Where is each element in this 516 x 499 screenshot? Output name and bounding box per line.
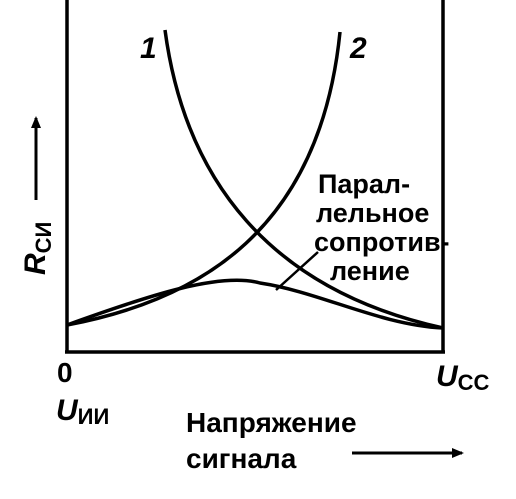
origin-label: 0 — [57, 357, 73, 388]
x-left-symbol: U — [56, 394, 79, 427]
x-left-label: UИИ — [56, 394, 109, 429]
annotation-line: ление — [330, 256, 410, 286]
annotation-line: лельное — [316, 198, 429, 228]
annotation-line: сопротив- — [314, 227, 450, 257]
x-right-symbol: U — [436, 360, 459, 393]
curve-label: 2 — [349, 32, 367, 65]
x-right-subscript: СС — [458, 370, 490, 395]
curve-2 — [66, 31, 342, 327]
x-axis-title: Напряжение — [186, 407, 357, 438]
annotation-line: Парал- — [318, 169, 410, 199]
x-right-label: UСС — [436, 360, 490, 395]
annotation: Парал- лельное сопротив- ление — [314, 169, 450, 286]
curve-label: 1 — [140, 32, 157, 65]
x-axis-title: сигнала — [186, 443, 297, 474]
leader-line — [275, 251, 319, 291]
x-left-subscript: ИИ — [78, 404, 110, 429]
y-subscript: СИ — [31, 222, 56, 254]
parallel-curve — [66, 278, 444, 330]
curve-1 — [163, 29, 444, 330]
y-axis-label: RСИ — [19, 222, 56, 275]
y-symbol: R — [19, 253, 52, 275]
